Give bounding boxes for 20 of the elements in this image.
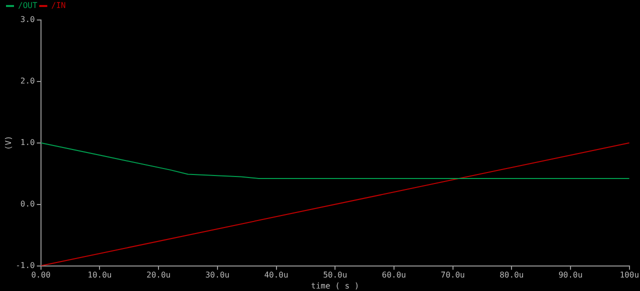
x-tick-label: 40.0u (264, 270, 288, 280)
x-axis-title: time ( s ) (311, 281, 360, 290)
y-tick-label: 3.0 (20, 15, 36, 24)
y-axis-title: (V) (4, 136, 13, 150)
x-tick-label: 60.0u (382, 270, 406, 280)
x-tick-label: 70.0u (440, 270, 466, 280)
x-tick-label: 30.0u (205, 270, 230, 280)
legend-label: /OUT (18, 1, 38, 10)
x-tick-label: 20.0u (146, 270, 171, 280)
x-tick-label: 0.00 (31, 270, 51, 280)
legend-label: /IN (51, 1, 66, 10)
y-tick-label: -1.0 (16, 260, 36, 270)
x-tick-label: 100u (620, 270, 640, 280)
x-tick-label: 10.0u (88, 270, 112, 280)
x-tick-label: 80.0u (500, 270, 524, 280)
y-tick-label: 1.0 (20, 138, 36, 147)
y-tick-label: 2.0 (20, 76, 36, 86)
x-tick-label: 50.0u (323, 270, 348, 280)
y-tick-label: 0.0 (20, 199, 36, 208)
x-tick-label: 90.0u (558, 270, 583, 280)
